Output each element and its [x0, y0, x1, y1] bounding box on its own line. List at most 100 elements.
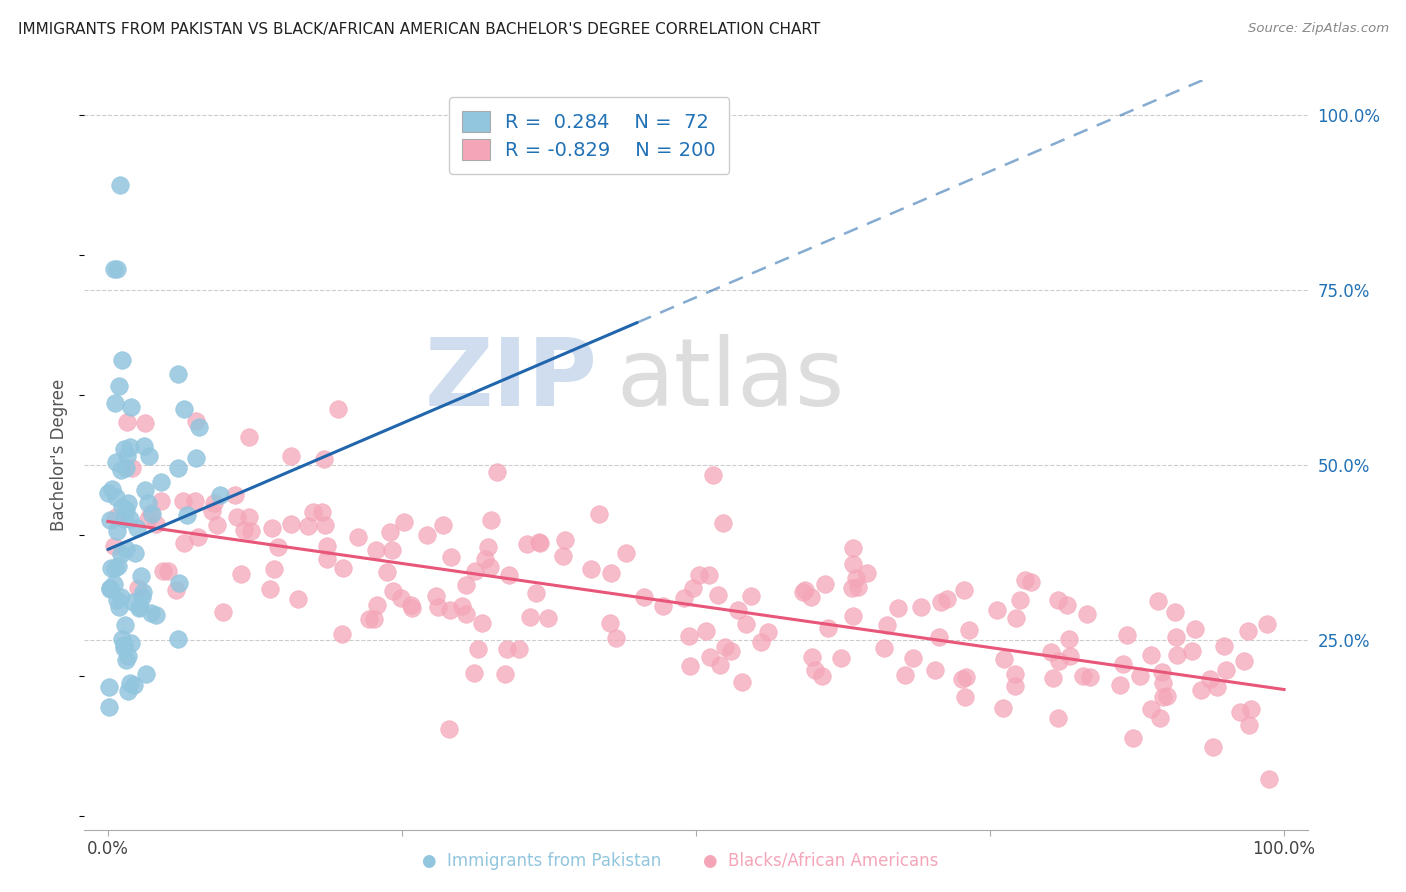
Point	[957, 623, 980, 637]
Point	[1109, 678, 1132, 692]
Point	[187, 530, 209, 544]
Point	[145, 608, 167, 623]
Point	[1078, 670, 1101, 684]
Point	[486, 465, 509, 479]
Point	[605, 631, 627, 645]
Point	[101, 482, 124, 496]
Point	[131, 590, 153, 604]
Point	[527, 535, 550, 549]
Point	[792, 584, 814, 599]
Point	[115, 460, 138, 475]
Point	[259, 582, 281, 596]
Point	[122, 595, 145, 609]
Text: atlas: atlas	[616, 334, 845, 426]
Point	[1166, 648, 1188, 663]
Point	[330, 627, 353, 641]
Point	[707, 588, 730, 602]
Text: Source: ZipAtlas.com: Source: ZipAtlas.com	[1249, 22, 1389, 36]
Point	[697, 567, 720, 582]
Text: ●  Immigrants from Pakistan: ● Immigrants from Pakistan	[422, 852, 661, 870]
Point	[986, 603, 1008, 617]
Point	[1008, 593, 1031, 607]
Text: IMMIGRANTS FROM PAKISTAN VS BLACK/AFRICAN AMERICAN BACHELOR'S DEGREE CORRELATION: IMMIGRANTS FROM PAKISTAN VS BLACK/AFRICA…	[18, 22, 821, 37]
Point	[103, 262, 125, 277]
Point	[695, 624, 717, 638]
Point	[425, 589, 447, 603]
Point	[1014, 573, 1036, 587]
Point	[1206, 681, 1229, 695]
Point	[467, 641, 489, 656]
Point	[519, 610, 541, 624]
Point	[804, 663, 827, 677]
Point	[633, 591, 655, 605]
Point	[599, 615, 621, 630]
Point	[1071, 669, 1094, 683]
Point	[167, 632, 190, 646]
Point	[103, 576, 125, 591]
Point	[332, 561, 354, 575]
Point	[173, 536, 195, 550]
Point	[841, 609, 863, 624]
Point	[1047, 711, 1070, 725]
Point	[141, 507, 163, 521]
Point	[474, 552, 496, 566]
Point	[107, 379, 129, 393]
Point	[98, 513, 121, 527]
Point	[134, 439, 156, 453]
Point	[138, 450, 160, 464]
Point	[1189, 683, 1212, 698]
Point	[118, 676, 141, 690]
Point	[929, 595, 952, 609]
Point	[328, 402, 350, 417]
Point	[910, 599, 932, 614]
Point	[136, 496, 159, 510]
Point	[110, 500, 132, 514]
Point	[97, 681, 120, 695]
Point	[104, 396, 127, 410]
Point	[132, 585, 155, 599]
Point	[1184, 622, 1206, 636]
Point	[363, 612, 385, 626]
Point	[702, 467, 724, 482]
Point	[1237, 717, 1260, 731]
Point	[731, 675, 754, 690]
Point	[240, 524, 263, 539]
Point	[287, 591, 309, 606]
Point	[450, 599, 472, 613]
Point	[477, 540, 499, 554]
Point	[112, 512, 135, 526]
Point	[800, 590, 823, 604]
Point	[1164, 605, 1187, 619]
Point	[107, 559, 129, 574]
Point	[427, 599, 450, 614]
Point	[1149, 711, 1171, 725]
Point	[498, 568, 520, 582]
Point	[672, 591, 695, 605]
Point	[679, 658, 702, 673]
Point	[364, 543, 387, 558]
Point	[1004, 679, 1026, 693]
Point	[955, 669, 977, 683]
Point	[1076, 607, 1098, 621]
Point	[108, 178, 131, 193]
Point	[456, 607, 478, 622]
Point	[529, 536, 551, 550]
Point	[1129, 669, 1152, 683]
Point	[1152, 675, 1174, 690]
Point	[401, 601, 423, 615]
Point	[316, 540, 339, 554]
Point	[267, 540, 290, 554]
Point	[98, 581, 121, 595]
Point	[817, 621, 839, 635]
Point	[439, 603, 461, 617]
Point	[454, 577, 477, 591]
Point	[1021, 575, 1043, 590]
Point	[554, 533, 576, 547]
Point	[131, 569, 153, 583]
Point	[588, 507, 610, 521]
Point	[207, 518, 229, 533]
Point	[176, 508, 198, 522]
Text: ZIP: ZIP	[425, 334, 598, 426]
Point	[280, 517, 302, 532]
Point	[652, 599, 675, 614]
